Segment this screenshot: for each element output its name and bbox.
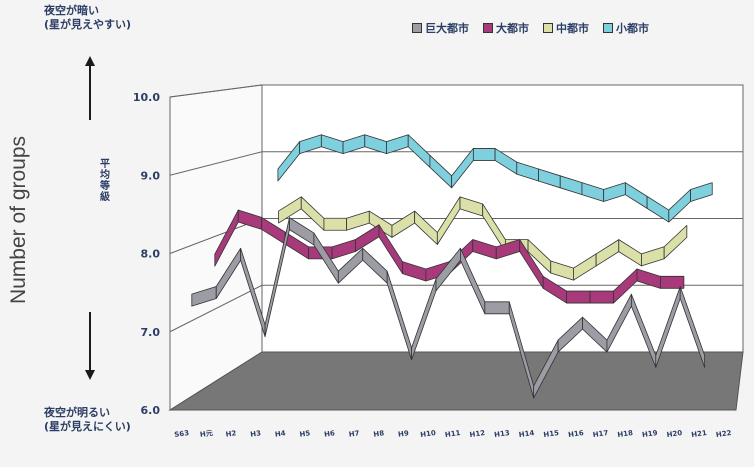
series-2-segment — [663, 224, 688, 260]
legend-item-3: 小都市 — [603, 20, 649, 36]
gridline-side — [169, 84, 263, 98]
x-tick-label: H14 — [518, 429, 535, 439]
legend-swatch-0 — [412, 23, 422, 33]
arrow-up-icon — [85, 56, 95, 66]
legend-label-2: 中都市 — [556, 22, 589, 35]
series-0-segment — [484, 301, 510, 315]
x-tick-label: H11 — [444, 429, 461, 439]
bottom-note: 夜空が明るい (星が見えにくい) — [44, 406, 131, 434]
chart-arrows — [85, 56, 95, 380]
x-tick-label: H22 — [715, 429, 732, 439]
x-tick-label: H4 — [274, 429, 286, 438]
x-tick-label: H元 — [199, 429, 213, 439]
inner-y-label: 平均等級 — [96, 120, 110, 240]
series-3-segment — [690, 182, 713, 202]
x-tick-label: H5 — [299, 429, 311, 438]
chart-xticks: S63 H元 H2 H3 H4 H5 H6 H7 H8 H9 H10 H11 H12 H13 H14 H15 H… — [174, 429, 732, 439]
series-1 — [214, 209, 685, 304]
x-tick-label: H20 — [666, 429, 683, 439]
series-0 — [191, 217, 706, 399]
x-tick-label: H16 — [568, 429, 585, 439]
series-0-segment — [679, 286, 706, 368]
series-3-segment — [472, 148, 496, 161]
bottom-note-line2: (星が見えにくい) — [44, 420, 131, 433]
series-1-segment — [589, 290, 614, 304]
series-2-segment — [323, 217, 348, 231]
x-tick-label: H15 — [543, 429, 560, 439]
top-note: 夜空が暗い (星が見えやすい) — [44, 4, 131, 32]
legend-label-0: 巨大都市 — [425, 22, 469, 35]
x-tick-label: H10 — [420, 429, 437, 439]
outer-y-label: Number of groups — [4, 60, 34, 380]
x-tick-label: H7 — [348, 429, 360, 438]
gridline-side — [169, 151, 263, 176]
floor — [168, 351, 744, 411]
top-note-line2: (星が見えやすい) — [44, 18, 132, 31]
outer-y-label-text: Number of groups — [7, 135, 30, 305]
series-1-segment — [566, 290, 591, 304]
legend-swatch-1 — [483, 23, 493, 33]
y-tick-label: 6.0 — [141, 404, 161, 417]
x-tick-label: H3 — [250, 429, 262, 438]
chart-yticks: 10.0 9.0 8.0 7.0 6.0 — [133, 91, 160, 417]
y-tick-label: 10.0 — [133, 91, 160, 104]
legend-label-1: 大都市 — [496, 22, 529, 35]
series-2 — [278, 196, 688, 281]
legend-item-2: 中都市 — [543, 20, 589, 36]
bottom-note-line1: 夜空が明るい — [44, 406, 110, 419]
legend-item-0: 巨大都市 — [412, 20, 469, 36]
y-tick-label: 7.0 — [141, 326, 161, 339]
y-tick-label: 9.0 — [141, 169, 161, 182]
top-note-line1: 夜空が暗い — [44, 4, 99, 17]
series-3 — [277, 134, 713, 223]
gridline-side — [169, 284, 263, 333]
x-tick-label: H21 — [691, 429, 708, 439]
x-tick-label: H12 — [469, 429, 486, 439]
series-1-segment — [660, 275, 685, 289]
x-tick-label: H2 — [225, 429, 237, 438]
x-tick-label: H18 — [617, 429, 634, 439]
inner-y-label-text: 平均等級 — [97, 158, 109, 202]
legend-item-1: 大都市 — [483, 20, 529, 36]
x-tick-label: H13 — [494, 429, 511, 439]
x-tick-label: H9 — [398, 429, 410, 438]
legend-label-3: 小都市 — [616, 22, 649, 35]
x-tick-label: H6 — [324, 429, 336, 438]
y-tick-label: 8.0 — [141, 248, 161, 261]
x-tick-label: H17 — [592, 429, 609, 439]
x-tick-label: H19 — [642, 429, 659, 439]
x-tick-label: H8 — [373, 429, 385, 438]
chart-series — [191, 134, 713, 399]
legend: 巨大都市 大都市 中都市 小都市 — [412, 20, 649, 36]
legend-swatch-3 — [603, 23, 613, 33]
arrow-down-icon — [85, 370, 95, 380]
legend-swatch-2 — [543, 23, 553, 33]
x-tick-label: S63 — [174, 429, 190, 439]
